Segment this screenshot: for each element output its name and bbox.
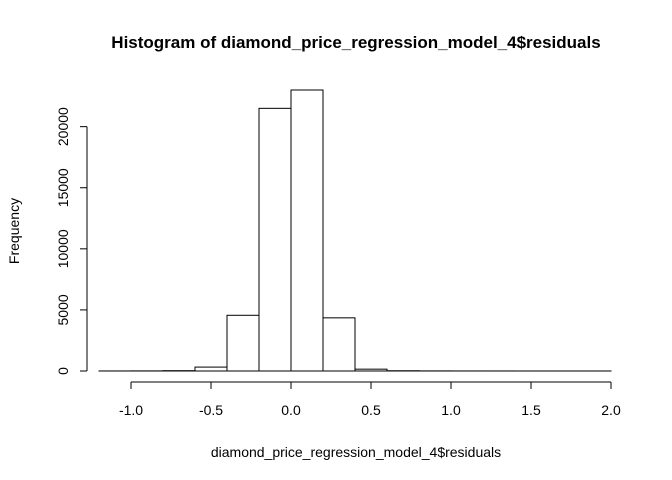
y-tick-label: 5000: [55, 294, 71, 325]
y-axis-label: Frequency: [6, 198, 22, 264]
y-axis: 0 5000 10000 15000 20000: [55, 107, 88, 375]
x-tick-label: 0.5: [361, 402, 381, 418]
histogram-bars: [98, 89, 612, 372]
x-tick-label: -1.0: [119, 402, 143, 418]
x-axis-label: diamond_price_regression_model_4$residua…: [211, 444, 501, 460]
x-tick-label: 1.0: [441, 402, 461, 418]
y-tick-label: 15000: [55, 168, 71, 207]
chart-title: Histogram of diamond_price_regression_mo…: [111, 33, 600, 52]
histogram-bar: [322, 317, 356, 372]
y-tick-label: 0: [55, 367, 71, 375]
y-tick-label: 20000: [55, 107, 71, 146]
histogram-bar: [226, 314, 260, 372]
x-tick-label: 2.0: [601, 402, 621, 418]
x-tick-label: 1.5: [521, 402, 541, 418]
histogram-bar: [258, 107, 292, 372]
x-axis: -1.0 -0.5 0.0 0.5 1.0 1.5 2.0: [119, 381, 621, 418]
x-tick-label: 0.0: [281, 402, 301, 418]
histogram-bar: [194, 366, 228, 372]
y-tick-label: 10000: [55, 229, 71, 268]
histogram-bar: [290, 89, 324, 372]
x-tick-label: -0.5: [199, 402, 223, 418]
histogram-bar: [354, 368, 388, 372]
